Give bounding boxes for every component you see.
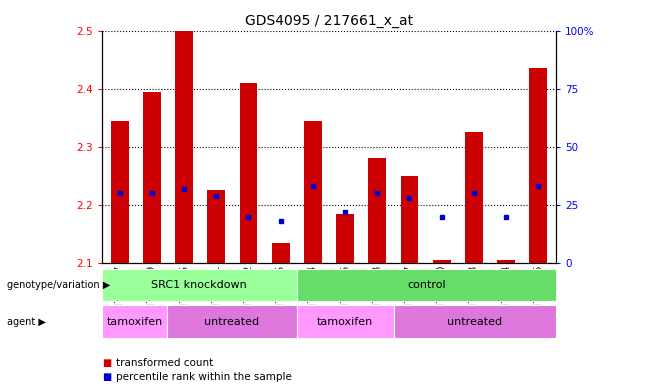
Bar [297, 305, 394, 338]
Title: GDS4095 / 217661_x_at: GDS4095 / 217661_x_at [245, 14, 413, 28]
Bar [143, 92, 161, 263]
Bar [497, 260, 515, 263]
Bar [111, 121, 128, 263]
Bar [240, 83, 257, 263]
Text: tamoxifen: tamoxifen [107, 316, 163, 327]
Text: SRC1 knockdown: SRC1 knockdown [151, 280, 247, 290]
Text: percentile rank within the sample: percentile rank within the sample [116, 372, 292, 382]
Bar [401, 176, 418, 263]
Bar [167, 305, 297, 338]
Text: genotype/variation ▶: genotype/variation ▶ [7, 280, 110, 290]
Bar [207, 190, 225, 263]
Bar [530, 68, 547, 263]
Text: ■: ■ [102, 372, 111, 382]
Text: agent ▶: agent ▶ [7, 316, 45, 327]
Text: ■: ■ [102, 358, 111, 368]
Text: control: control [407, 280, 445, 290]
Bar [102, 269, 297, 301]
Text: untreated: untreated [447, 316, 503, 327]
Bar [433, 260, 451, 263]
Bar [175, 31, 193, 263]
Bar [394, 305, 556, 338]
Bar [272, 243, 290, 263]
Bar [465, 132, 483, 263]
Bar [304, 121, 322, 263]
Bar [102, 305, 167, 338]
Bar [297, 269, 556, 301]
Bar [368, 159, 386, 263]
Text: untreated: untreated [204, 316, 259, 327]
Text: transformed count: transformed count [116, 358, 214, 368]
Text: tamoxifen: tamoxifen [317, 316, 373, 327]
Bar [336, 214, 354, 263]
